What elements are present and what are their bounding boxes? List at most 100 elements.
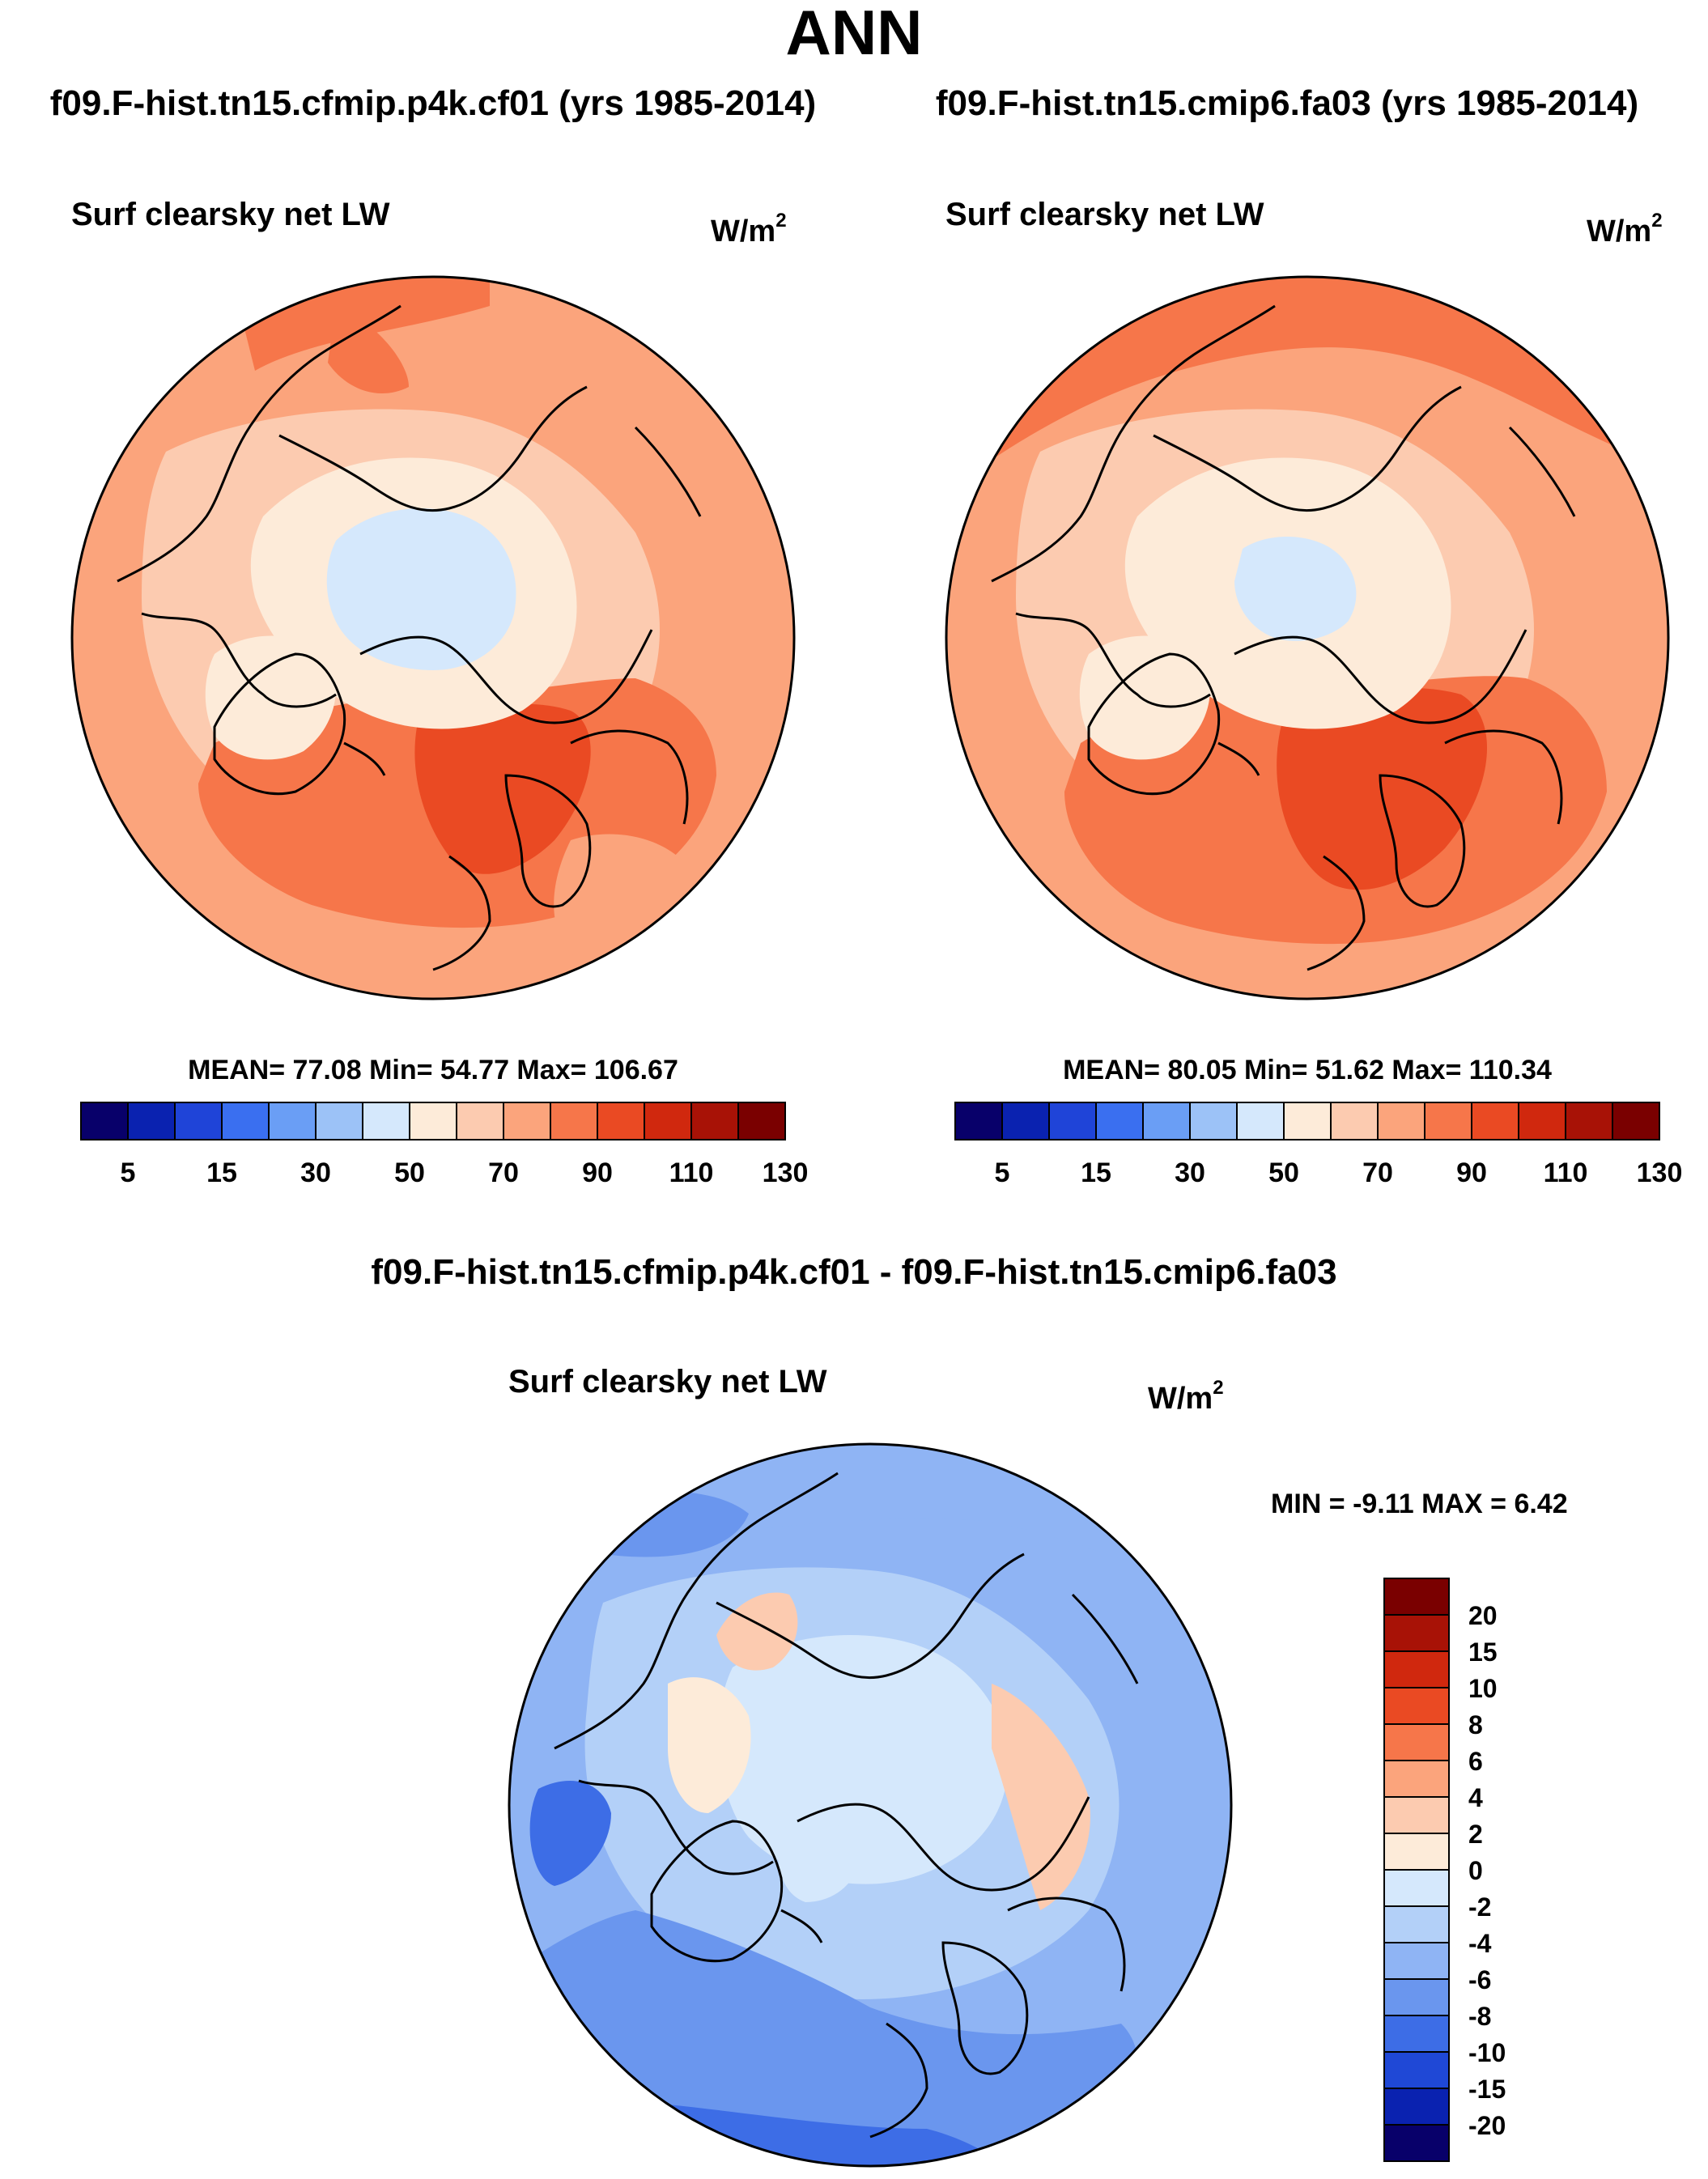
diff-stats: MIN = -9.11 MAX = 6.42 [1271,1489,1568,1519]
arctic-ocean-slight [718,1635,1008,1884]
diff-colorbar-box [1383,2124,1450,2162]
diff-colorbar-box [1383,1578,1450,1616]
right-colorbar-tick-label: 5 [995,1157,1010,1188]
diff-colorbar-box [1383,2015,1450,2053]
left-colorbar-tick-label: 90 [582,1157,613,1188]
left-colorbar-box [690,1102,739,1140]
left-variable-title: Surf clearsky net LW [71,197,390,232]
figure-title: ANN [785,0,923,68]
right-colorbar-tick-label: 15 [1081,1157,1111,1188]
left-colorbar-box [268,1102,317,1140]
diff-case-title: f09.F-hist.tn15.cfmip.p4k.cf01 - f09.F-h… [371,1252,1337,1292]
diff-colorbar-tick-label: 0 [1468,1856,1483,1885]
left-colorbar-box [80,1102,129,1140]
right-colorbar-box [1424,1102,1472,1140]
right-colorbar-box [1283,1102,1332,1140]
map-boundary [945,275,1670,1000]
left-colorbar: 5 15 30 50 70 90 110 130 [80,1102,808,1188]
right-colorbar-box [1565,1102,1613,1140]
right-colorbar-box [1189,1102,1238,1140]
right-colorbar-tick-label: 90 [1456,1157,1487,1188]
map-boundary [70,275,796,1000]
diff-colorbar-tick-label: 20 [1468,1601,1498,1630]
right-colorbar-box [1471,1102,1519,1140]
diff-colorbar-box [1383,1905,1450,1943]
diff-colorbar-tick-label: -20 [1468,2111,1506,2140]
diff-colorbar-box [1383,2088,1450,2126]
left-colorbar-tick-label: 50 [394,1157,425,1188]
hudson-bay-cold [529,1781,611,1886]
right-colorbar-tick-label: 130 [1637,1157,1683,1188]
right-polar-map [945,275,1670,1000]
right-colorbar-box [1095,1102,1144,1140]
left-colorbar-box [456,1102,504,1140]
central-arctic-region [1234,537,1357,641]
left-colorbar-box [174,1102,223,1140]
left-colorbar-tick-label: 70 [488,1157,519,1188]
diff-colorbar-tick-label: -2 [1468,1892,1491,1922]
right-colorbar-tick-label: 50 [1268,1157,1299,1188]
canada-warm [668,1677,751,1813]
central-arctic-region [326,508,516,670]
diff-colorbar-box [1383,1978,1450,2016]
right-variable-title: Surf clearsky net LW [945,197,1264,232]
diff-colorbar-box [1383,1796,1450,1834]
left-colorbar-box [503,1102,551,1140]
diff-colorbar-box [1383,1614,1450,1652]
right-colorbar-box [1377,1102,1425,1140]
left-colorbar-box [737,1102,786,1140]
diff-colorbar-tick-label: -8 [1468,2002,1491,2031]
diff-colorbar-box [1383,1942,1450,1980]
right-colorbar-box [1048,1102,1097,1140]
right-units: W/m2 [1587,210,1663,248]
diff-colorbar-tick-label: 8 [1468,1710,1483,1739]
right-colorbar: 5 15 30 50 70 90 110 130 [954,1102,1682,1188]
left-colorbar-tick-label: 15 [206,1157,237,1188]
diff-colorbar-box [1383,2051,1450,2089]
left-polar-map [70,275,796,1000]
atlantic-hot-core [414,703,591,874]
coastlines [991,304,1576,971]
left-case-title: f09.F-hist.tn15.cfmip.p4k.cf01 (yrs 1985… [49,83,817,123]
diff-variable-title: Surf clearsky net LW [508,1364,827,1400]
left-colorbar-box [362,1102,410,1140]
pacific-spot [328,306,409,394]
left-colorbar-box [550,1102,598,1140]
siberia-warm [992,1684,1090,1910]
left-colorbar-box [644,1102,692,1140]
coastlines [117,304,702,971]
diff-colorbar-tick-label: -15 [1468,2075,1506,2104]
coastlines [554,1472,1139,2139]
diff-colorbar-box [1383,1833,1450,1871]
greenland-diff [778,1820,862,1902]
map-boundary [508,1442,1233,2168]
left-units: W/m2 [711,210,787,248]
right-colorbar-box [1612,1102,1660,1140]
left-stats: MEAN= 77.08 Min= 54.77 Max= 106.67 [188,1055,678,1085]
diff-colorbar-box [1383,1760,1450,1798]
right-colorbar-box [1001,1102,1050,1140]
diff-colorbar-tick-label: 6 [1468,1747,1483,1776]
diff-colorbar-tick-label: 2 [1468,1820,1483,1849]
diff-colorbar-box [1383,1650,1450,1688]
diff-colorbar-tick-label: -10 [1468,2038,1506,2067]
diff-colorbar-box [1383,1869,1450,1907]
left-colorbar-tick-label: 30 [300,1157,331,1188]
right-colorbar-tick-label: 30 [1175,1157,1205,1188]
diff-colorbar-box [1383,1687,1450,1725]
right-colorbar-box [954,1102,1003,1140]
diff-colorbar-tick-label: 4 [1468,1783,1483,1812]
diff-colorbar-tick-label: -6 [1468,1965,1491,1994]
right-colorbar-box [1236,1102,1285,1140]
left-colorbar-box [409,1102,457,1140]
left-colorbar-tick-label: 130 [763,1157,809,1188]
diff-colorbar-tick-label: 15 [1468,1637,1498,1667]
right-colorbar-tick-label: 110 [1544,1157,1588,1188]
left-colorbar-box [597,1102,645,1140]
left-colorbar-tick-label: 110 [669,1157,714,1188]
diff-polar-map [508,1442,1233,2168]
left-colorbar-tick-label: 5 [121,1157,136,1188]
diff-colorbar-tick-label: -4 [1468,1929,1492,1958]
diff-colorbar-tick-label: 10 [1468,1674,1498,1703]
